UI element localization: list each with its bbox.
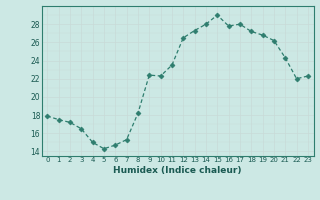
X-axis label: Humidex (Indice chaleur): Humidex (Indice chaleur)	[113, 166, 242, 175]
